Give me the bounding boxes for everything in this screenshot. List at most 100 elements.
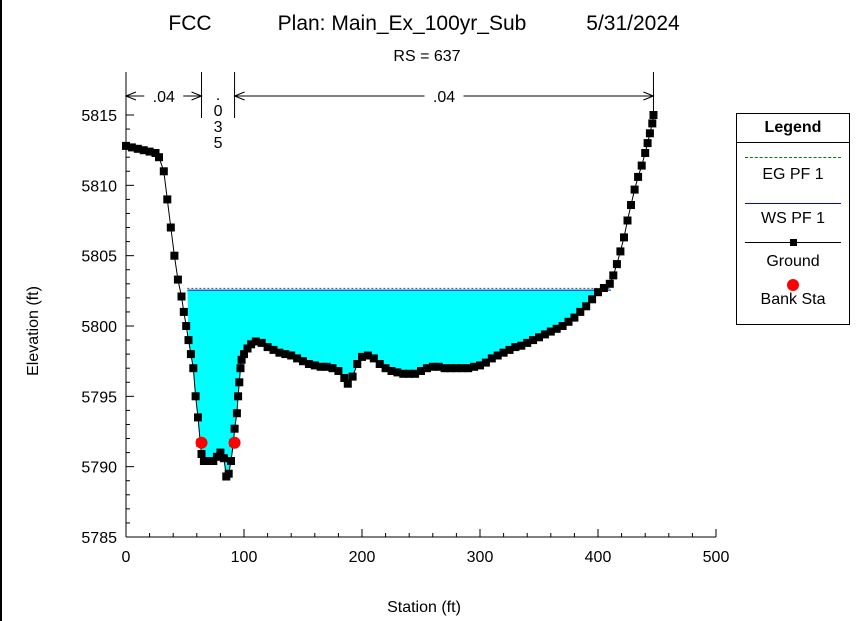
ground-point [464, 364, 473, 373]
y-tick-label: 5785 [81, 530, 117, 547]
y-tick-label: 5805 [81, 249, 117, 266]
ground-point [173, 275, 182, 284]
legend-label-eg: EG PF 1 [762, 166, 824, 183]
x-axis-label: Station (ft) [387, 599, 461, 616]
bank-station-point [228, 436, 241, 449]
legend-label-ws: WS PF 1 [760, 210, 825, 227]
ground-point [316, 362, 325, 371]
legend-swatch-ws [745, 203, 841, 204]
ground-point [630, 185, 639, 194]
ground-point [422, 364, 431, 373]
x-tick-label: 500 [703, 549, 730, 566]
legend-label-ground: Ground [766, 253, 820, 270]
ground-point [641, 149, 650, 157]
ground-point [236, 364, 245, 373]
ground-point [481, 358, 490, 367]
n-left-overbank-label: .04 [153, 89, 175, 106]
ground-point [476, 361, 484, 370]
ground-point [588, 295, 597, 304]
legend-box: Legend EG PF 1 WS PF 1 Ground Bank Sta [736, 113, 850, 325]
ground-point [224, 469, 233, 478]
ground-point [189, 364, 198, 373]
ground-point [186, 350, 195, 359]
legend-swatch-eg [745, 157, 841, 158]
ground-point [399, 369, 408, 378]
ground-point [387, 367, 396, 375]
axes: 0 100 200 300 400 500 5785 5790 5795 5800 5805 5810… [81, 108, 729, 566]
chart-title-date: 5/31/2024 [586, 12, 680, 35]
ground-point [643, 139, 652, 148]
ground-point [179, 307, 188, 316]
ground-point [529, 336, 538, 345]
ground-point [159, 167, 168, 176]
n-right-overbank-arrowhead-left [233, 91, 245, 101]
water-surface-fill [187, 290, 611, 477]
plot-area [122, 111, 658, 481]
n-right-overbank-label: .04 [433, 89, 455, 106]
ground-point [139, 146, 148, 155]
ground-point [499, 348, 508, 357]
ground-point [523, 338, 532, 347]
y-tick-label: 5810 [81, 178, 117, 195]
ground-point [605, 279, 614, 288]
y-axis-label: Elevation (ft) [25, 286, 42, 376]
ground-point [170, 251, 179, 260]
ground-point [328, 364, 337, 373]
n-right-overbank-arrowhead-right [643, 91, 655, 101]
ground-point [369, 354, 378, 363]
ground-point [230, 424, 239, 433]
ground-point [251, 337, 260, 346]
ground-point [166, 223, 175, 232]
ground-point [505, 345, 514, 354]
ground-point [564, 317, 573, 326]
y-tick-label: 5795 [81, 389, 117, 406]
ground-point [594, 288, 602, 297]
ground-point [263, 343, 272, 352]
ground-point [194, 413, 202, 422]
ground-point [375, 360, 384, 368]
x-tick-label: 100 [231, 549, 258, 566]
ground-point [237, 355, 246, 364]
chart-title-plan: Plan: Main_Ex_100yr_Sub [278, 12, 527, 35]
ground-point [648, 119, 657, 128]
ground-point [540, 330, 549, 339]
ground-point [269, 345, 278, 354]
legend-ground-marker [790, 239, 797, 246]
legend-label-bank: Bank Sta [760, 291, 826, 308]
ground-point [627, 201, 635, 209]
ground-point [151, 149, 160, 157]
manning-n-annotations: .04 .04 . 0 3 5 [124, 72, 655, 152]
ground-point [310, 361, 319, 370]
ground-point [487, 354, 496, 363]
ground-point [599, 284, 608, 292]
y-tick-label: 5815 [81, 108, 117, 125]
ground-point [334, 367, 343, 375]
ground-point [163, 195, 172, 204]
ground-point [446, 364, 455, 373]
ground-point [558, 322, 567, 330]
ground-point [191, 392, 200, 401]
ground-point [363, 351, 372, 360]
ground-point [393, 368, 402, 377]
ground-point [405, 369, 414, 378]
ground-point [440, 364, 449, 373]
ground-point [182, 322, 191, 330]
ground-point [227, 457, 235, 465]
ground-point [452, 364, 461, 373]
window-left-border [0, 0, 2, 621]
ground-point [637, 161, 646, 170]
ground-point [275, 348, 284, 357]
ground-point [299, 357, 307, 366]
ground-point [257, 338, 266, 347]
ground-point [470, 362, 479, 371]
ground-point [240, 350, 248, 359]
ground-point [287, 351, 296, 360]
y-tick-label: 5790 [81, 460, 117, 477]
ground-point [552, 324, 561, 333]
x-tick-label: 400 [585, 549, 612, 566]
ground-point [620, 233, 628, 242]
ground-point [434, 362, 443, 371]
legend-title: Legend [737, 114, 849, 143]
ground-point [234, 392, 243, 401]
